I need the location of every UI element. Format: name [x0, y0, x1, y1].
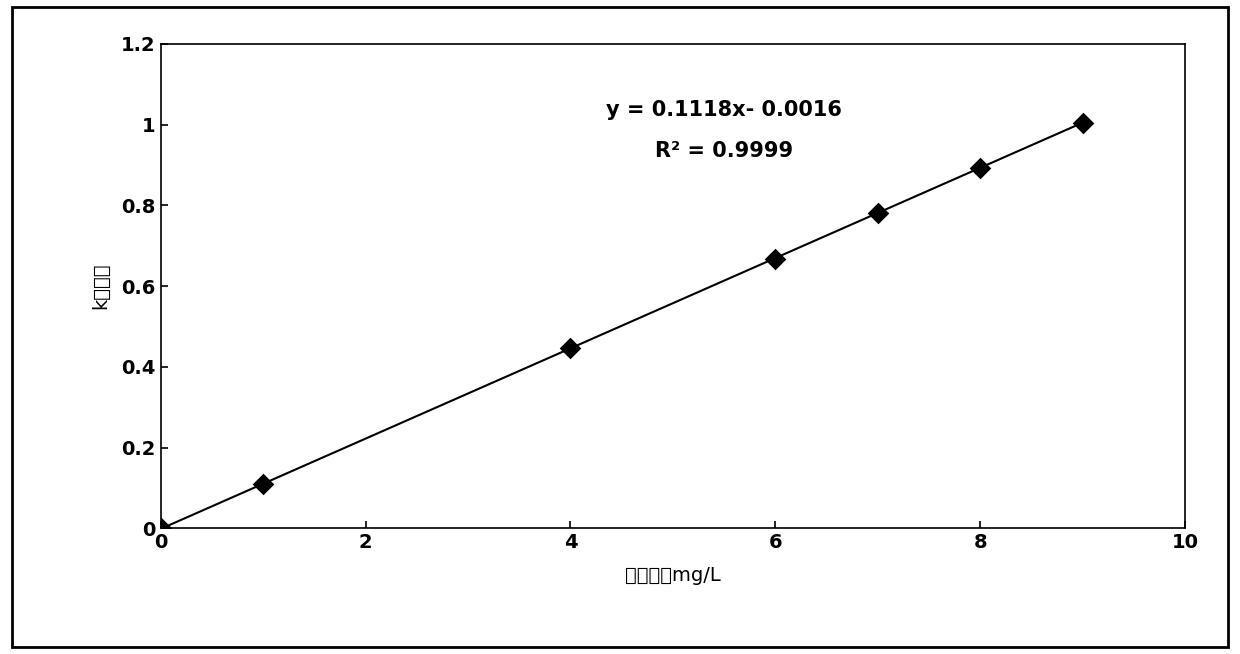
Text: R² = 0.9999: R² = 0.9999 [655, 141, 794, 161]
Point [1073, 118, 1092, 129]
X-axis label: 钓浓度，mg/L: 钓浓度，mg/L [625, 566, 720, 585]
Point [253, 479, 273, 489]
Point [868, 208, 888, 218]
Point [560, 343, 580, 353]
Point [970, 162, 990, 173]
Text: y = 0.1118x- 0.0016: y = 0.1118x- 0.0016 [606, 101, 842, 120]
Point [151, 523, 171, 534]
Point [765, 254, 785, 264]
Y-axis label: k吸光度: k吸光度 [91, 263, 110, 309]
